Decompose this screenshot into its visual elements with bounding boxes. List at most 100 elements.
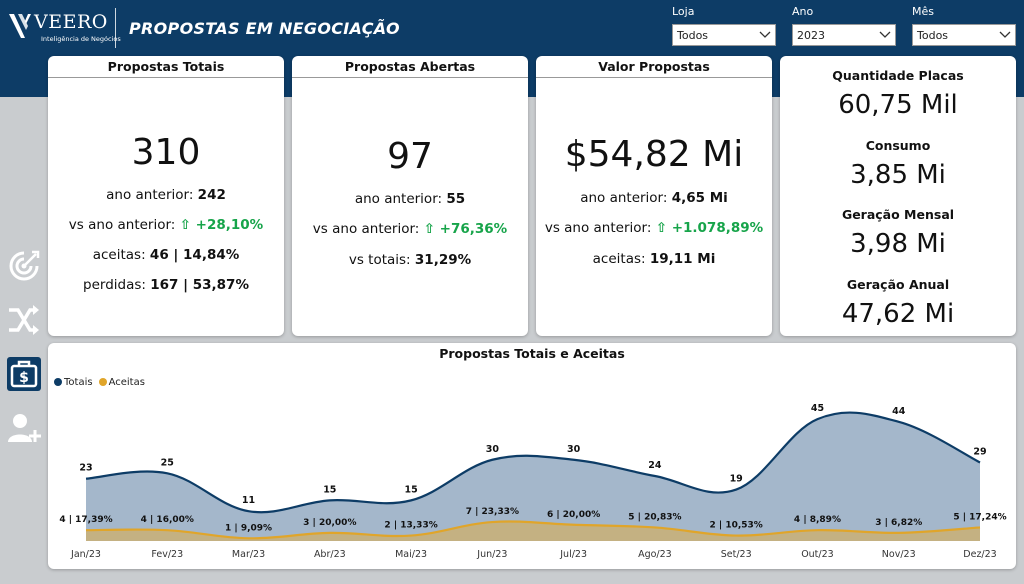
x-tick-label: Mar/23	[232, 549, 265, 560]
series-aceitas-area	[86, 521, 980, 541]
aceitas-label: aceitas:	[92, 247, 150, 263]
data-label-totais: 15	[404, 484, 417, 495]
card-title: Propostas Abertas	[292, 56, 528, 78]
series-totais-line	[85, 411, 981, 514]
perdidas-value: 167 | 53,87%	[150, 277, 249, 293]
ano-anterior-label: ano anterior:	[106, 187, 198, 203]
ano-anterior-label: ano anterior:	[354, 191, 447, 207]
data-label-totais: 19	[730, 474, 743, 485]
vs-ano-anterior-line: vs ano anterior: ⇧ +76,36%	[292, 221, 528, 237]
chevron-down-icon	[879, 31, 891, 38]
filter-label: Ano	[792, 5, 814, 18]
x-tick-label: Dez/23	[963, 549, 996, 560]
ano-dropdown[interactable]: 2023	[792, 24, 896, 46]
chart-card: Propostas Totais e Aceitas Totais Aceita…	[48, 343, 1016, 569]
vs-ano-anterior-value: ⇧ +28,10%	[179, 217, 264, 233]
ano-anterior-value: 55	[446, 191, 466, 207]
data-label-totais: 11	[242, 495, 255, 506]
card-energy-kpis: Quantidade Placas 60,75 Mil Consumo 3,85…	[780, 56, 1016, 336]
vs-ano-anterior-line: vs ano anterior: ⇧ +1.078,89%	[536, 220, 772, 236]
data-label-totais: 44	[892, 406, 906, 417]
data-label-aceitas: 2 | 10,53%	[710, 521, 763, 531]
chevron-down-icon	[999, 31, 1011, 38]
brand-name: VEERO	[34, 11, 108, 33]
valor-propostas-value: $54,82 Mi	[564, 134, 744, 175]
propostas-abertas-value: 97	[387, 136, 433, 177]
veero-logo: VEERO Inteligência de Negócios	[8, 10, 121, 46]
data-label-totais: 23	[79, 463, 92, 474]
series-totais-area	[86, 412, 980, 541]
chart-title: Propostas Totais e Aceitas	[439, 346, 625, 361]
aceitas-value: 46 | 14,84%	[149, 247, 240, 263]
filter-mes: Mês Todos	[912, 5, 1016, 46]
shuffle-icon[interactable]	[6, 302, 42, 338]
vs-ano-anterior-label: vs ano anterior:	[544, 220, 656, 236]
data-label-aceitas: 5 | 20,83%	[628, 512, 681, 522]
data-label-aceitas: 4 | 8,89%	[794, 515, 841, 525]
data-label-aceitas: 4 | 16,00%	[141, 515, 194, 525]
propostas-totais-value: 310	[131, 132, 201, 173]
kpi-label: Consumo	[865, 138, 931, 153]
legend-item-aceitas[interactable]: Aceitas	[98, 377, 145, 388]
card-valor-propostas: Valor Propostas $54,82 Mi ano anterior: …	[536, 56, 772, 336]
data-label-totais: 24	[648, 460, 662, 471]
data-label-totais: 15	[323, 484, 336, 495]
data-label-totais: 25	[161, 457, 174, 468]
kpi-label: Geração Mensal	[841, 207, 955, 222]
vs-ano-anterior-label: vs ano anterior:	[312, 221, 424, 237]
aceitas-label: aceitas:	[592, 251, 650, 267]
vs-totais-line: vs totais: 31,29%	[292, 252, 528, 268]
brand-subtitle: Inteligência de Negócios	[41, 35, 121, 43]
data-label-totais: 29	[973, 446, 986, 457]
add-user-icon[interactable]	[6, 410, 42, 446]
money-briefcase-icon[interactable]: $	[6, 356, 42, 392]
data-label-aceitas: 5 | 17,24%	[953, 512, 1006, 522]
loja-dropdown[interactable]: Todos	[672, 24, 776, 46]
aceitas-value: 19,11 Mi	[649, 251, 716, 267]
perdidas-line: perdidas: 167 | 53,87%	[48, 277, 284, 293]
filter-label: Loja	[672, 5, 695, 18]
data-label-aceitas: 2 | 13,33%	[384, 521, 437, 531]
vs-totais-label: vs totais:	[348, 252, 415, 268]
perdidas-label: perdidas:	[83, 277, 151, 293]
x-tick-label: Out/23	[801, 549, 834, 560]
x-tick-label: Set/23	[721, 549, 752, 560]
ano-anterior-value: 242	[197, 187, 226, 203]
legend-marker	[98, 378, 107, 386]
data-label-aceitas: 7 | 23,33%	[466, 507, 519, 517]
target-icon[interactable]	[6, 248, 42, 284]
x-tick-label: Nov/23	[882, 549, 916, 560]
ano-anterior-line: ano anterior: 242	[48, 187, 284, 203]
x-tick-label: Jun/23	[476, 549, 507, 560]
card-propostas-abertas: Propostas Abertas 97 ano anterior: 55 vs…	[292, 56, 528, 336]
kpi-label: Geração Anual	[846, 277, 950, 292]
vs-totais-value: 31,29%	[414, 252, 472, 268]
data-label-aceitas: 6 | 20,00%	[547, 510, 600, 520]
vs-ano-anterior-value: ⇧ +76,36%	[423, 221, 508, 237]
dropdown-value: 2023	[797, 28, 825, 42]
chart-legend: Totais Aceitas	[54, 377, 145, 388]
data-label-aceitas: 1 | 9,09%	[225, 523, 272, 533]
header-divider	[115, 8, 116, 48]
mes-dropdown[interactable]: Todos	[912, 24, 1016, 46]
vs-ano-anterior-label: vs ano anterior:	[68, 217, 180, 233]
area-chart: 23 25 11 15 15 30 30 24 19 45 44 29 4 | 17,39% 4 | 16…	[59, 403, 1006, 560]
x-tick-label: Abr/23	[314, 549, 346, 560]
card-title: Valor Propostas	[536, 56, 772, 78]
kpi-value: 3,85 Mi	[850, 160, 946, 190]
kpi-value: 47,62 Mi	[841, 299, 955, 329]
filter-label: Mês	[912, 5, 934, 18]
x-tick-label: Fev/23	[151, 549, 183, 560]
aceitas-line: aceitas: 19,11 Mi	[536, 251, 772, 267]
vs-ano-anterior-value: ⇧ +1.078,89%	[655, 220, 764, 236]
legend-item-totais[interactable]: Totais	[54, 377, 93, 388]
data-label-aceitas: 4 | 17,39%	[59, 515, 112, 525]
legend-marker	[54, 378, 62, 386]
vs-ano-anterior-line: vs ano anterior: ⇧ +28,10%	[48, 217, 284, 233]
kpi-label: Quantidade Placas	[832, 68, 964, 83]
ano-anterior-label: ano anterior:	[580, 190, 672, 206]
data-label-totais: 30	[567, 444, 581, 455]
x-tick-label: Ago/23	[638, 549, 672, 560]
page-title: PROPOSTAS EM NEGOCIAÇÃO	[129, 19, 400, 38]
data-label-aceitas: 3 | 20,00%	[303, 518, 356, 528]
